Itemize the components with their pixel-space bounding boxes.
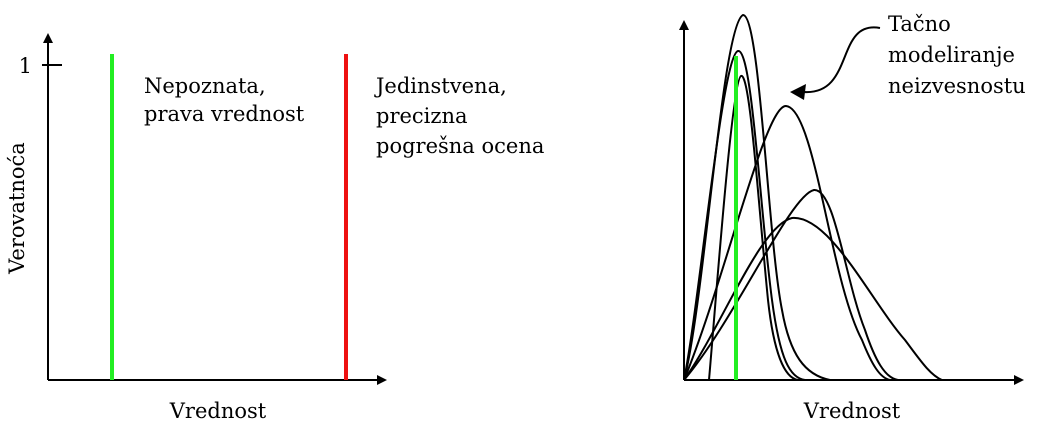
- distribution-curve-5: [683, 188, 899, 381]
- annotation-line-1: Tačno: [888, 12, 951, 36]
- distribution-curve-3: [708, 74, 799, 381]
- true-value-label-line-1: Nepoznata,: [144, 74, 266, 98]
- left-x-axis-label: Vrednost: [169, 399, 267, 421]
- annotation-arrowhead: [790, 84, 806, 100]
- distribution-curve-2: [683, 49, 806, 381]
- annotation-arrow: [803, 26, 881, 94]
- distribution-curve-4: [683, 104, 891, 381]
- true-value-label-line-2: prava vrednost: [144, 102, 305, 126]
- distribution-curve-6: [683, 216, 943, 381]
- y-tick-label: 1: [19, 54, 32, 78]
- left-panel: 1 Verovatnoća Vrednost Nepoznata, prava …: [5, 33, 544, 421]
- y-axis-label: Verovatnoća: [5, 142, 29, 275]
- distribution-curve-1: [683, 13, 831, 381]
- right-x-axis-label: Vrednost: [803, 399, 901, 421]
- estimate-label-line-2: precizna: [376, 104, 468, 128]
- estimate-label-line-3: pogrešna ocena: [376, 134, 544, 158]
- estimate-label-line-1: Jedinstvena,: [374, 74, 507, 98]
- annotation-line-3: neizvesnostu: [888, 74, 1026, 98]
- right-panel: Vrednost Tačno modeliranje neizvesnostu: [679, 12, 1026, 421]
- annotation-line-2: modeliranje: [888, 43, 1015, 67]
